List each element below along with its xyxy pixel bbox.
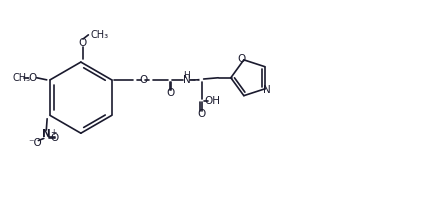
Text: O: O bbox=[79, 38, 87, 48]
Text: O: O bbox=[237, 54, 246, 64]
Text: O: O bbox=[197, 109, 206, 119]
Text: ⁻O: ⁻O bbox=[29, 138, 42, 148]
Text: H: H bbox=[184, 71, 190, 80]
Text: N: N bbox=[263, 85, 271, 95]
Text: +: + bbox=[50, 128, 56, 138]
Text: O: O bbox=[28, 73, 37, 83]
Text: O: O bbox=[50, 133, 59, 144]
Text: O: O bbox=[166, 88, 174, 98]
Polygon shape bbox=[190, 79, 200, 81]
Text: N: N bbox=[183, 75, 191, 85]
Text: CH₃: CH₃ bbox=[13, 73, 31, 83]
Text: OH: OH bbox=[204, 96, 220, 106]
Text: N: N bbox=[42, 129, 50, 139]
Text: O: O bbox=[139, 75, 147, 85]
Text: CH₃: CH₃ bbox=[90, 30, 108, 40]
